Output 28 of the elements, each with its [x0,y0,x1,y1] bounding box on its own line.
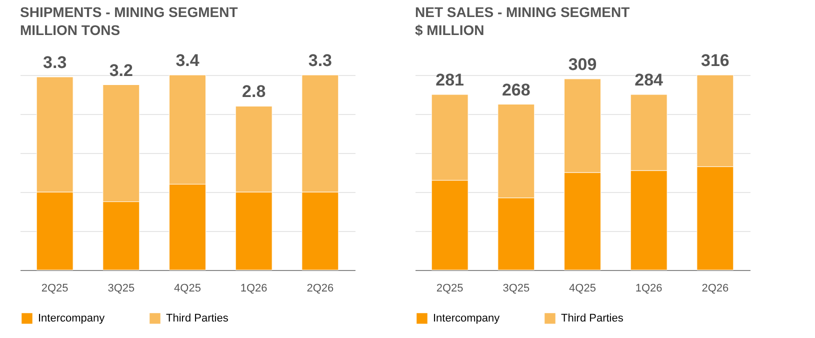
x-tick-label: 4Q25 [174,282,201,294]
x-tick-label: 2Q25 [41,282,68,294]
chart-title: SHIPMENTS - MINING SEGMENT [20,4,238,20]
legend-label: Intercompany [433,312,500,324]
legend-label: Third Parties [166,312,229,324]
annotation: 281 [436,70,464,90]
annotation: 284 [634,70,664,90]
annotation: 3.3 [43,52,67,72]
chart-subtitle: $ MILLION [415,22,484,38]
x-tick-label: 1Q26 [240,282,268,294]
x-tick-label: 3Q25 [108,282,135,294]
x-tick-label: 2Q25 [436,282,464,294]
legend-label: Intercompany [38,312,106,324]
x-tick-label: 4Q25 [569,282,596,294]
annotation: 316 [700,51,730,70]
annotation: 3.2 [109,60,133,80]
annotation: 2.8 [242,82,266,102]
x-tick-label: 2Q26 [306,282,334,294]
chart-title: NET SALES - MINING SEGMENT [415,4,630,20]
chart-subtitle: MILLION TONS [20,22,120,38]
legend-label: Third Parties [561,312,624,324]
annotation: 268 [502,80,530,100]
annotation: 3.4 [176,51,200,70]
x-tick-label: 1Q26 [635,282,662,294]
annotation: 3.3 [308,51,332,70]
annotation: 309 [568,54,597,74]
x-tick-label: 3Q25 [502,282,530,294]
x-tick-label: 2Q26 [702,282,729,294]
